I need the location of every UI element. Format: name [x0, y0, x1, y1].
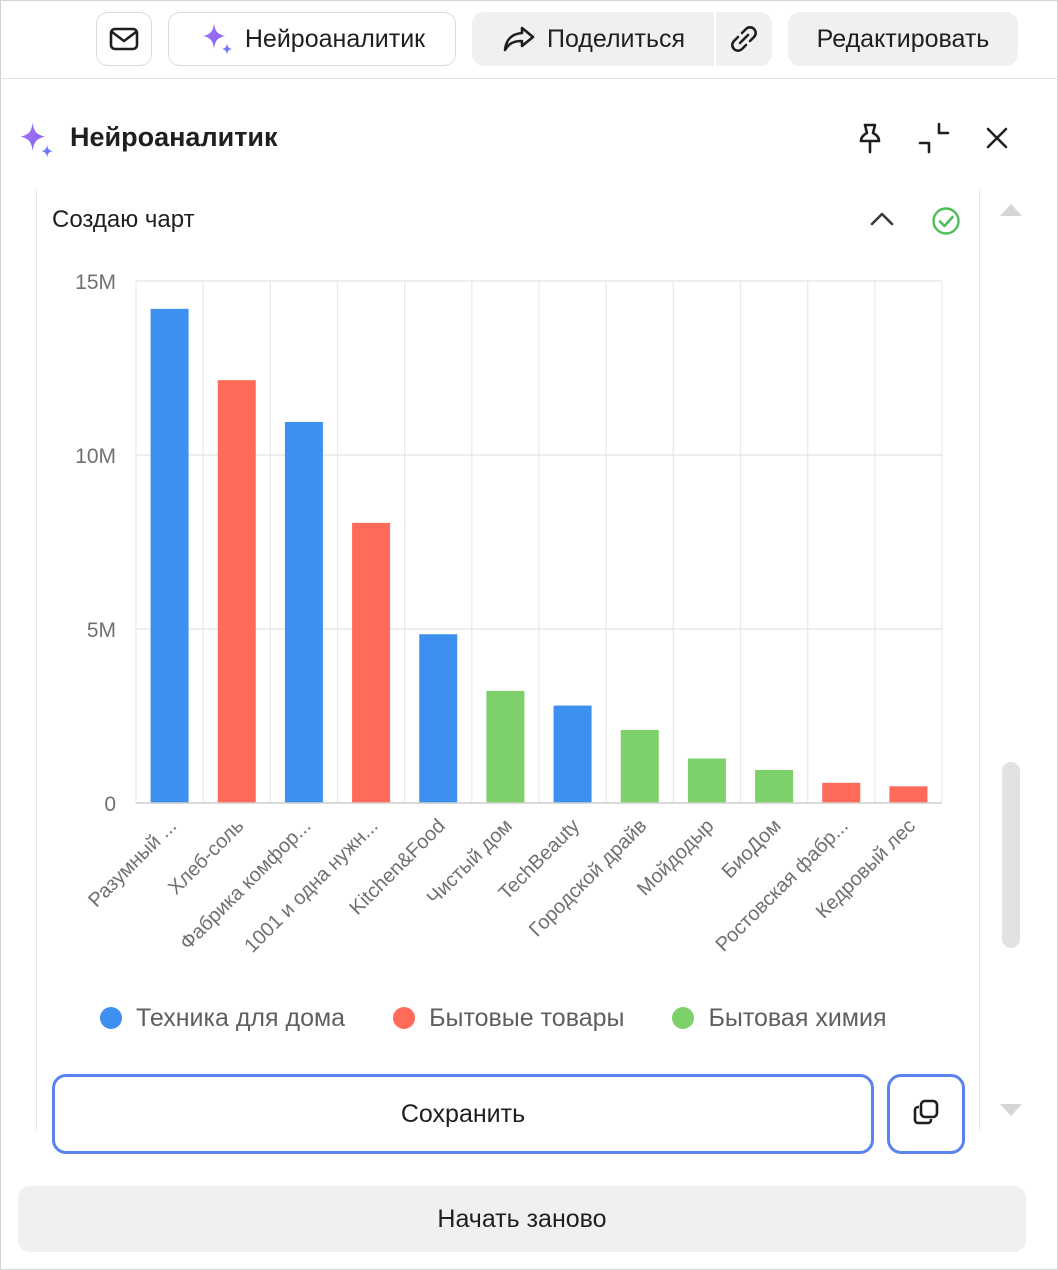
x-tick-label: Разумный ...: [84, 815, 181, 912]
minimize-button[interactable]: [914, 120, 954, 160]
y-tick-label: 5M: [87, 619, 116, 642]
copy-button[interactable]: [887, 1074, 965, 1154]
bar: [150, 308, 189, 803]
chart-card: [36, 190, 980, 1130]
pin-icon: [855, 122, 885, 159]
save-button[interactable]: Сохранить: [52, 1074, 874, 1154]
bar: [620, 729, 659, 803]
bar: [217, 380, 256, 803]
copy-icon: [911, 1097, 941, 1132]
legend-swatch: [393, 1007, 416, 1029]
minimize-icon: [917, 121, 951, 160]
legend-swatch: [100, 1007, 122, 1029]
neuroanalyst-button[interactable]: Нейроаналитик: [168, 12, 456, 66]
y-tick-label: 10M: [75, 445, 116, 468]
check-circle-icon: [928, 203, 964, 239]
y-tick-label: 15M: [75, 271, 116, 294]
x-tick-label: 1001 и одна нужн...: [240, 815, 382, 957]
chart-legend: Техника для дома Бытовые товары Бытовая хи…: [100, 998, 934, 1038]
mail-icon: [106, 21, 142, 57]
legend-item[interactable]: Техника для дома: [100, 1004, 345, 1033]
legend-item[interactable]: Бытовая химия: [672, 1004, 886, 1033]
panel-title: Нейроаналитик: [70, 122, 278, 152]
legend-swatch: [672, 1007, 695, 1029]
neuroanalyst-button-label: Нейроаналитик: [244, 24, 426, 53]
scroll-up-arrow[interactable]: [1000, 204, 1022, 216]
share-arrow-icon: [501, 21, 537, 57]
share-button[interactable]: Поделиться: [472, 12, 714, 66]
bar: [419, 634, 458, 803]
scrollbar-thumb[interactable]: [1002, 762, 1020, 948]
restart-button[interactable]: Начать заново: [18, 1186, 1026, 1252]
top-toolbar: Нейроаналитик Поделиться Редактировать: [0, 0, 1058, 79]
legend-item[interactable]: Бытовые товары: [393, 1004, 624, 1033]
bar: [822, 782, 861, 803]
bar: [284, 421, 323, 803]
copy-link-button[interactable]: [716, 12, 772, 66]
scroll-down-arrow[interactable]: [1000, 1104, 1022, 1116]
x-tick-label: БиоДом: [718, 815, 786, 883]
link-icon: [726, 21, 762, 57]
chevron-up-icon: [869, 211, 895, 232]
bar: [755, 769, 794, 803]
close-icon: [984, 125, 1010, 156]
restart-button-label: Начать заново: [437, 1204, 607, 1233]
mail-button[interactable]: [96, 12, 152, 66]
legend-label: Бытовые товары: [429, 1003, 625, 1032]
close-button[interactable]: [977, 120, 1017, 160]
edit-button-label: Редактировать: [816, 24, 990, 53]
legend-label: Бытовая химия: [708, 1003, 887, 1032]
collapse-button[interactable]: [864, 203, 900, 239]
share-button-label: Поделиться: [546, 24, 686, 53]
bar: [352, 522, 391, 803]
x-tick-label: Фабрика комфор...: [176, 815, 315, 954]
edit-button[interactable]: Редактировать: [788, 12, 1018, 66]
y-tick-label: 0: [104, 793, 116, 816]
bar: [687, 758, 726, 803]
save-button-label: Сохранить: [400, 1099, 526, 1128]
sparkle-icon: [199, 21, 235, 57]
sparkle-icon: [16, 120, 56, 160]
pin-button[interactable]: [850, 120, 890, 160]
x-tick-label: Ростовская фабр...: [712, 815, 853, 956]
bar: [486, 690, 525, 803]
bar: [889, 786, 928, 803]
card-status-title: Создаю чарт: [52, 206, 195, 233]
bar: [553, 705, 592, 803]
legend-label: Техника для дома: [136, 1003, 346, 1032]
x-tick-label: Городской драйв: [525, 815, 651, 941]
